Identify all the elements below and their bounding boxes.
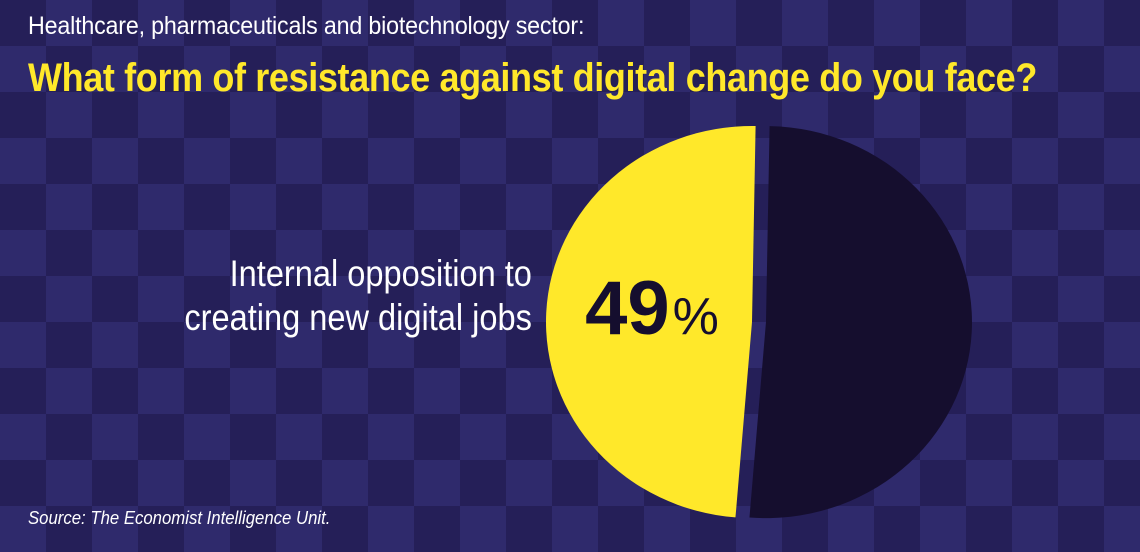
slice-percent-unit: % bbox=[673, 288, 719, 346]
chart-subtitle: Healthcare, pharmaceuticals and biotechn… bbox=[28, 12, 585, 40]
slice-label: Internal opposition to creating new digi… bbox=[184, 252, 532, 340]
slice-label-line-2: creating new digital jobs bbox=[184, 297, 532, 338]
pie-slice-other bbox=[749, 126, 972, 519]
slice-label-line-1: Internal opposition to bbox=[229, 253, 532, 294]
chart-title: What form of resistance against digital … bbox=[28, 56, 1037, 100]
slice-percent-label: 49% bbox=[585, 266, 719, 351]
slice-percent-value: 49 bbox=[585, 266, 670, 351]
source-note: Source: The Economist Intelligence Unit. bbox=[28, 508, 331, 528]
pie-slice-highlight bbox=[545, 126, 756, 518]
